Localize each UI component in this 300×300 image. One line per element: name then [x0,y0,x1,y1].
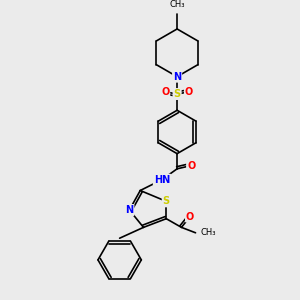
Text: O: O [186,212,194,221]
Text: S: S [163,196,170,206]
Text: S: S [173,89,181,99]
Text: N: N [173,72,181,82]
Text: O: O [187,160,195,171]
Text: N: N [125,205,134,215]
Text: HN: HN [154,175,170,185]
Text: O: O [161,87,169,97]
Text: CH₃: CH₃ [201,228,217,237]
Text: O: O [185,87,193,97]
Text: CH₃: CH₃ [169,1,185,10]
